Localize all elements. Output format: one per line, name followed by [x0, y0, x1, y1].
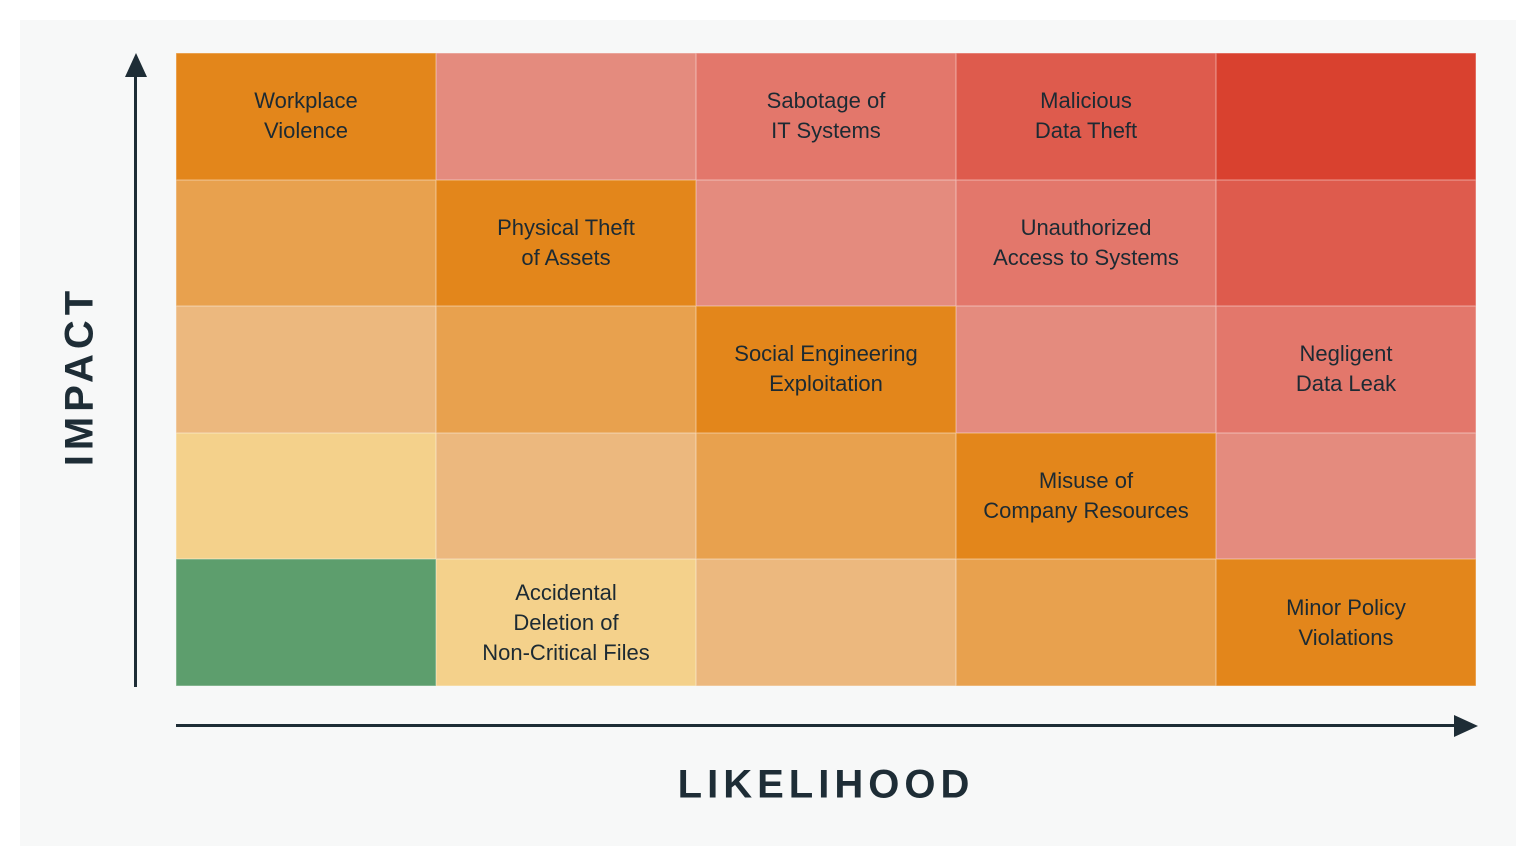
x-axis-arrowhead — [1454, 715, 1478, 737]
matrix-cell — [1216, 432, 1476, 560]
matrix-cell: Unauthorized Access to Systems — [956, 179, 1216, 307]
cell-label: Social Engineering Exploitation — [734, 341, 918, 397]
matrix-cell: Malicious Data Theft — [956, 53, 1216, 180]
cell-label: Workplace Violence — [254, 88, 358, 144]
matrix-cell — [176, 179, 436, 307]
cell-label: Misuse of Company Resources — [983, 468, 1189, 524]
matrix-cell — [436, 53, 696, 180]
matrix-cell — [436, 306, 696, 433]
matrix-cell — [1216, 179, 1476, 307]
x-axis-label: LIKELIHOOD — [677, 762, 975, 807]
matrix-cell: Social Engineering Exploitation — [696, 306, 956, 433]
cell-label: Negligent Data Leak — [1295, 341, 1397, 397]
matrix-cell: Sabotage of IT Systems — [696, 53, 956, 180]
matrix-cell: Physical Theft of Assets — [436, 179, 696, 307]
cell-label: Physical Theft of Assets — [497, 214, 635, 270]
matrix-cell: Workplace Violence — [176, 53, 436, 180]
matrix-cell: Negligent Data Leak — [1216, 306, 1476, 433]
matrix-cell: Minor Policy Violations — [1216, 559, 1476, 686]
risk-matrix: Workplace Violence Sabotage of IT Systems… — [176, 53, 1476, 686]
matrix-cell: Misuse of Company Resources — [956, 432, 1216, 560]
y-axis-arrowhead — [125, 53, 147, 77]
matrix-cell: Accidental Deletion of Non-Critical File… — [436, 559, 696, 686]
cell-label: Accidental Deletion of Non-Critical File… — [482, 579, 650, 665]
matrix-cell — [176, 306, 436, 433]
matrix-cell — [956, 306, 1216, 433]
matrix-cell — [176, 432, 436, 560]
matrix-cell — [956, 559, 1216, 686]
cell-label: Malicious Data Theft — [1034, 88, 1138, 144]
matrix-cell — [696, 179, 956, 307]
matrix-cell — [696, 559, 956, 686]
cell-label: Sabotage of IT Systems — [766, 88, 886, 144]
matrix-cell — [1216, 53, 1476, 180]
matrix-cell — [696, 432, 956, 560]
matrix-cell — [176, 559, 436, 686]
x-axis-line — [176, 724, 1458, 727]
matrix-cell — [436, 432, 696, 560]
cell-label: Minor Policy Violations — [1286, 594, 1406, 650]
cell-label: Unauthorized Access to Systems — [993, 214, 1179, 270]
y-axis-label: IMPACT — [57, 285, 102, 467]
y-axis-line — [134, 70, 137, 687]
